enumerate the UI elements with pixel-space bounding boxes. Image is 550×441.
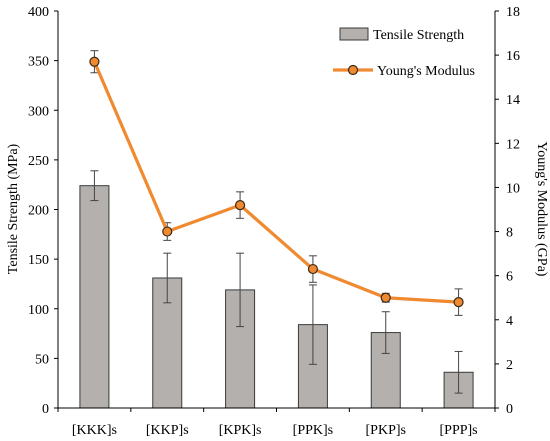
legend-line-label: Young's Modulus (377, 64, 475, 79)
y-right-tick-label-3: 6 (506, 270, 513, 285)
modulus-point-5 (380, 292, 391, 303)
y-right-tick-label-0: 0 (506, 402, 513, 417)
y-left-tick-label-8: 400 (28, 5, 49, 20)
modulus-point-3 (234, 199, 246, 211)
y-right-tick-label-5: 10 (506, 181, 520, 196)
x-tick-label-4: [PPK]s (293, 423, 333, 438)
y-right-tick-label-2: 4 (506, 314, 513, 329)
y-left-tick-label-2: 100 (28, 303, 49, 318)
y-left-tick-label-6: 300 (28, 104, 49, 119)
y-left-tick-label-4: 200 (28, 204, 49, 219)
bar-error-1 (90, 170, 99, 202)
bar-error-6 (454, 350, 463, 394)
y-left-tick-label-0: 0 (42, 402, 49, 417)
line-layer (89, 56, 464, 308)
y-axis-right-title: Young's Modulus (GPa) (534, 142, 549, 277)
bar-error-4 (308, 284, 317, 365)
bar-error-5 (381, 311, 390, 354)
bar-error-3 (236, 252, 245, 328)
bar-error-2 (163, 252, 172, 304)
modulus-line (92, 61, 459, 304)
modulus-point-1 (89, 56, 100, 67)
modulus-point-2 (162, 226, 173, 237)
y-left-tick-label-7: 350 (28, 55, 49, 70)
modulus-point-4 (307, 263, 319, 275)
y-right-tick-label-4: 8 (506, 226, 513, 241)
x-tick-label-1: [KKK]s (72, 423, 117, 438)
x-tick-label-6: [PPP]s (440, 423, 478, 438)
bar-1 (79, 185, 110, 409)
y-left-tick-label-1: 50 (35, 352, 49, 367)
y-right-tick-label-7: 14 (506, 93, 520, 108)
error-bars-layer (90, 50, 463, 394)
y-left-tick-label-3: 150 (28, 253, 49, 268)
x-tick-label-2: [KKP]s (146, 423, 189, 438)
y-right-tick-label-8: 16 (506, 49, 520, 64)
legend-line-marker (347, 64, 359, 76)
y-right-tick-label-1: 2 (506, 358, 513, 373)
axes-layer: 0 50 100 150 200 250 300 350 400 0 2 4 6 8 10 12 14 16 18 [… (28, 5, 520, 438)
bars-layer (79, 185, 474, 409)
legend: Tensile Strength Young's Modulus (333, 27, 475, 79)
legend-bar-swatch (339, 27, 369, 41)
modulus-point-6 (453, 297, 464, 308)
y-axis-left-title: Tensile Strength (MPa) (6, 143, 21, 274)
y-right-tick-label-6: 12 (506, 137, 520, 152)
legend-bar-label: Tensile Strength (373, 28, 464, 43)
y-left-tick-label-5: 250 (28, 154, 49, 169)
bar-5 (370, 332, 401, 409)
x-tick-label-3: [KPK]s (219, 423, 262, 438)
y-right-tick-label-9: 18 (506, 5, 520, 20)
x-tick-label-5: [PKP]s (366, 423, 406, 438)
